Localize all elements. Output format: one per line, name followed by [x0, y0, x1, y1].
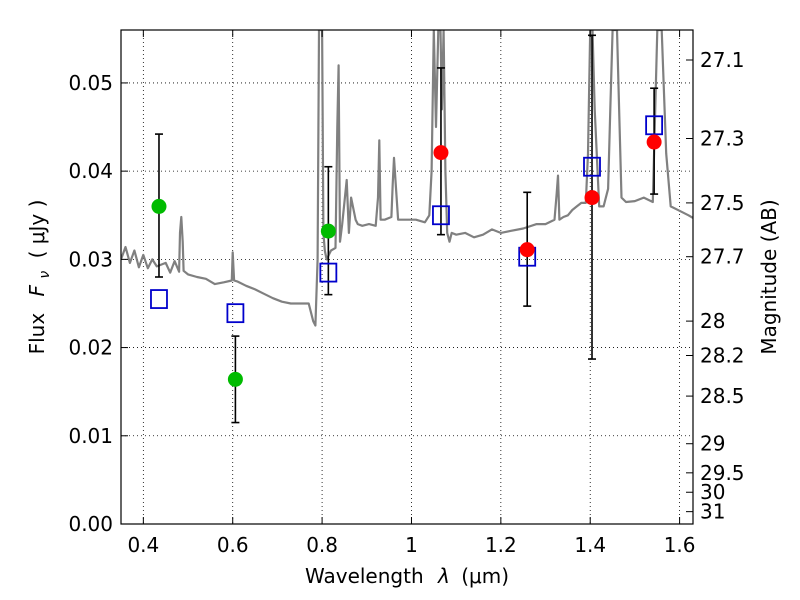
x-axis-label: Wavelength λ (μm): [305, 564, 509, 588]
x-axis-label-symbol: λ: [437, 564, 450, 588]
model-flux-marker: [432, 205, 450, 226]
y-tick-label: 0.05: [68, 71, 113, 95]
y-axis-label-unit: ( μJy ): [25, 200, 49, 259]
y2-tick-label: 27.5: [700, 191, 745, 215]
model-flux-marker: [583, 156, 601, 177]
observed-flux-point: [519, 242, 535, 258]
y2-tick-label: 28: [700, 309, 725, 333]
errorbar-layer: [154, 34, 659, 424]
y-axis-label-text: Flux: [25, 313, 49, 355]
model-flux-marker: [319, 262, 338, 283]
y-tick-label: 0.03: [68, 247, 113, 271]
observed-flux-point: [151, 198, 167, 214]
x-tick-layer: 0.4 0.6 0.8 1 1.2 1.4 1.6: [127, 30, 696, 557]
spectrum-layer: [121, 30, 693, 327]
grid-lines: [121, 30, 693, 525]
y-tick-label: 0.04: [68, 159, 113, 183]
observed-flux-point: [646, 134, 662, 150]
y2-axis-label-text: Magnitude (AB): [757, 199, 781, 354]
y2-tick-label: 30: [700, 480, 725, 504]
x-tick-label: 1.6: [664, 533, 696, 557]
x-axis-label-text: Wavelength: [305, 564, 424, 588]
y-tick-label: 0.02: [68, 336, 113, 360]
observed-flux-point: [433, 145, 449, 161]
y2-tick-label: 28.2: [700, 344, 745, 368]
y2-tick-label: 28.5: [700, 384, 745, 408]
y-tick-label: 0.00: [68, 512, 113, 536]
x-tick-label: 1.4: [574, 533, 606, 557]
y2-tick-label: 31: [700, 500, 725, 524]
y-axis-label-sub: ν: [37, 271, 53, 279]
x-tick-label: 1.2: [485, 533, 517, 557]
y-tick-layer: 0.00 0.01 0.02 0.03 0.04 0.05: [68, 71, 128, 536]
spectrum-line: [121, 30, 693, 327]
x-axis-label-unit: (μm): [461, 564, 509, 588]
x-tick-label: 0.6: [217, 533, 249, 557]
y2-tick-label: 29: [700, 432, 725, 456]
model-flux-marker: [226, 303, 245, 324]
model-flux-marker: [150, 289, 168, 309]
y-tick-label: 0.01: [68, 424, 113, 448]
y2-tick-label: 27.1: [700, 48, 745, 72]
y-axis-label-symbol: F: [25, 284, 49, 296]
x-tick-label: 0.8: [306, 533, 338, 557]
y2-tick-label: 29.5: [700, 461, 745, 485]
y2-tick-label: 27.7: [700, 245, 745, 269]
x-tick-label: 0.4: [127, 533, 159, 557]
y2-axis-label: Magnitude (AB): [757, 199, 781, 354]
model-flux-marker: [645, 115, 664, 136]
observed-flux-point: [320, 223, 336, 239]
x-tick-label: 1: [405, 533, 418, 557]
y-axis-label: Flux F ν ( μJy ): [25, 200, 54, 355]
observed-flux-point: [584, 190, 600, 206]
plot-frame: [120, 29, 694, 525]
y2-tick-label: 27.3: [700, 127, 745, 151]
observed-flux-point: [227, 371, 243, 387]
marker-layer: [150, 115, 664, 387]
